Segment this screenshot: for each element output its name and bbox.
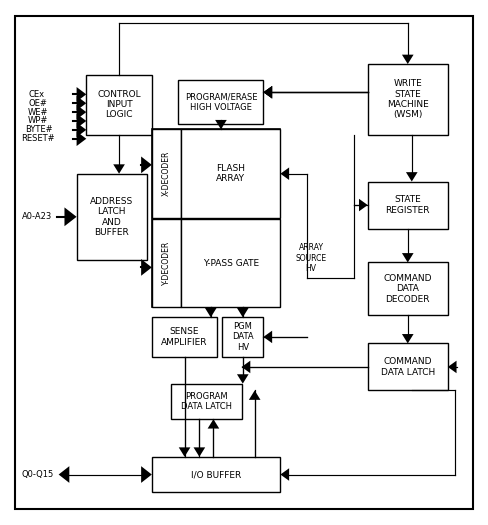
Polygon shape xyxy=(237,374,248,384)
Bar xyxy=(181,219,281,307)
Polygon shape xyxy=(141,466,152,483)
Polygon shape xyxy=(264,86,272,99)
Bar xyxy=(368,64,448,134)
Text: X-DECODER: X-DECODER xyxy=(162,151,171,196)
Polygon shape xyxy=(281,167,289,180)
Text: OE#: OE# xyxy=(28,99,47,108)
Bar xyxy=(181,129,281,218)
Bar xyxy=(152,457,281,492)
Polygon shape xyxy=(77,96,86,111)
Polygon shape xyxy=(77,105,86,119)
Polygon shape xyxy=(281,468,289,481)
Text: COMMAND
DATA
DECODER: COMMAND DATA DECODER xyxy=(384,274,432,303)
Text: PGM
DATA
HV: PGM DATA HV xyxy=(232,322,254,352)
Bar xyxy=(152,317,217,356)
Polygon shape xyxy=(402,253,414,262)
Text: I/O BUFFER: I/O BUFFER xyxy=(191,470,241,479)
Polygon shape xyxy=(113,164,125,174)
Polygon shape xyxy=(402,55,414,64)
Text: ADDRESS
LATCH
AND
BUFFER: ADDRESS LATCH AND BUFFER xyxy=(90,197,133,237)
Polygon shape xyxy=(77,114,86,128)
Text: RESET#: RESET# xyxy=(21,134,55,143)
Polygon shape xyxy=(77,131,86,146)
Polygon shape xyxy=(141,259,152,276)
Text: CEx: CEx xyxy=(28,90,44,99)
Bar xyxy=(179,80,264,124)
Polygon shape xyxy=(77,122,86,137)
Text: Y-DECODER: Y-DECODER xyxy=(162,241,171,285)
Text: CONTROL
INPUT
LOGIC: CONTROL INPUT LOGIC xyxy=(97,90,141,119)
Polygon shape xyxy=(141,156,152,173)
Bar xyxy=(222,317,264,356)
Bar xyxy=(368,182,448,228)
Polygon shape xyxy=(77,87,86,102)
Polygon shape xyxy=(264,86,272,99)
Polygon shape xyxy=(205,308,217,317)
Polygon shape xyxy=(194,447,205,457)
Text: ARRAY
SOURCE
HV: ARRAY SOURCE HV xyxy=(295,244,326,273)
Bar xyxy=(152,129,281,307)
Polygon shape xyxy=(249,391,261,400)
Text: WP#: WP# xyxy=(28,117,48,125)
Text: FLASH
ARRAY: FLASH ARRAY xyxy=(216,164,245,183)
Bar xyxy=(368,343,448,391)
Bar xyxy=(152,219,181,307)
Polygon shape xyxy=(448,361,457,373)
Polygon shape xyxy=(406,172,418,182)
Polygon shape xyxy=(59,466,69,483)
Text: PROGRAM/ERASE
HIGH VOLTAGE: PROGRAM/ERASE HIGH VOLTAGE xyxy=(184,92,257,112)
Bar xyxy=(77,174,147,260)
Polygon shape xyxy=(402,334,414,343)
Text: WRITE
STATE
MACHINE
(WSM): WRITE STATE MACHINE (WSM) xyxy=(387,79,428,119)
Text: A0-A23: A0-A23 xyxy=(22,212,52,221)
Bar xyxy=(368,262,448,314)
Text: SENSE
AMPLIFIER: SENSE AMPLIFIER xyxy=(162,327,208,346)
Bar xyxy=(152,129,181,218)
Polygon shape xyxy=(242,361,250,373)
Text: PROGRAM
DATA LATCH: PROGRAM DATA LATCH xyxy=(181,392,232,411)
Polygon shape xyxy=(359,199,368,212)
Polygon shape xyxy=(264,331,272,343)
Polygon shape xyxy=(264,86,272,99)
Text: COMMAND
DATA LATCH: COMMAND DATA LATCH xyxy=(381,357,435,376)
Text: Q0-Q15: Q0-Q15 xyxy=(22,470,54,479)
Polygon shape xyxy=(179,447,190,457)
Text: WE#: WE# xyxy=(28,108,49,117)
Bar xyxy=(86,75,152,134)
Polygon shape xyxy=(207,419,219,428)
Polygon shape xyxy=(215,120,227,129)
Polygon shape xyxy=(237,308,248,317)
Text: STATE
REGISTER: STATE REGISTER xyxy=(386,195,430,215)
Bar xyxy=(171,384,242,419)
Polygon shape xyxy=(64,207,77,226)
Text: Y-PASS GATE: Y-PASS GATE xyxy=(203,258,259,268)
Text: BYTE#: BYTE# xyxy=(25,125,52,134)
